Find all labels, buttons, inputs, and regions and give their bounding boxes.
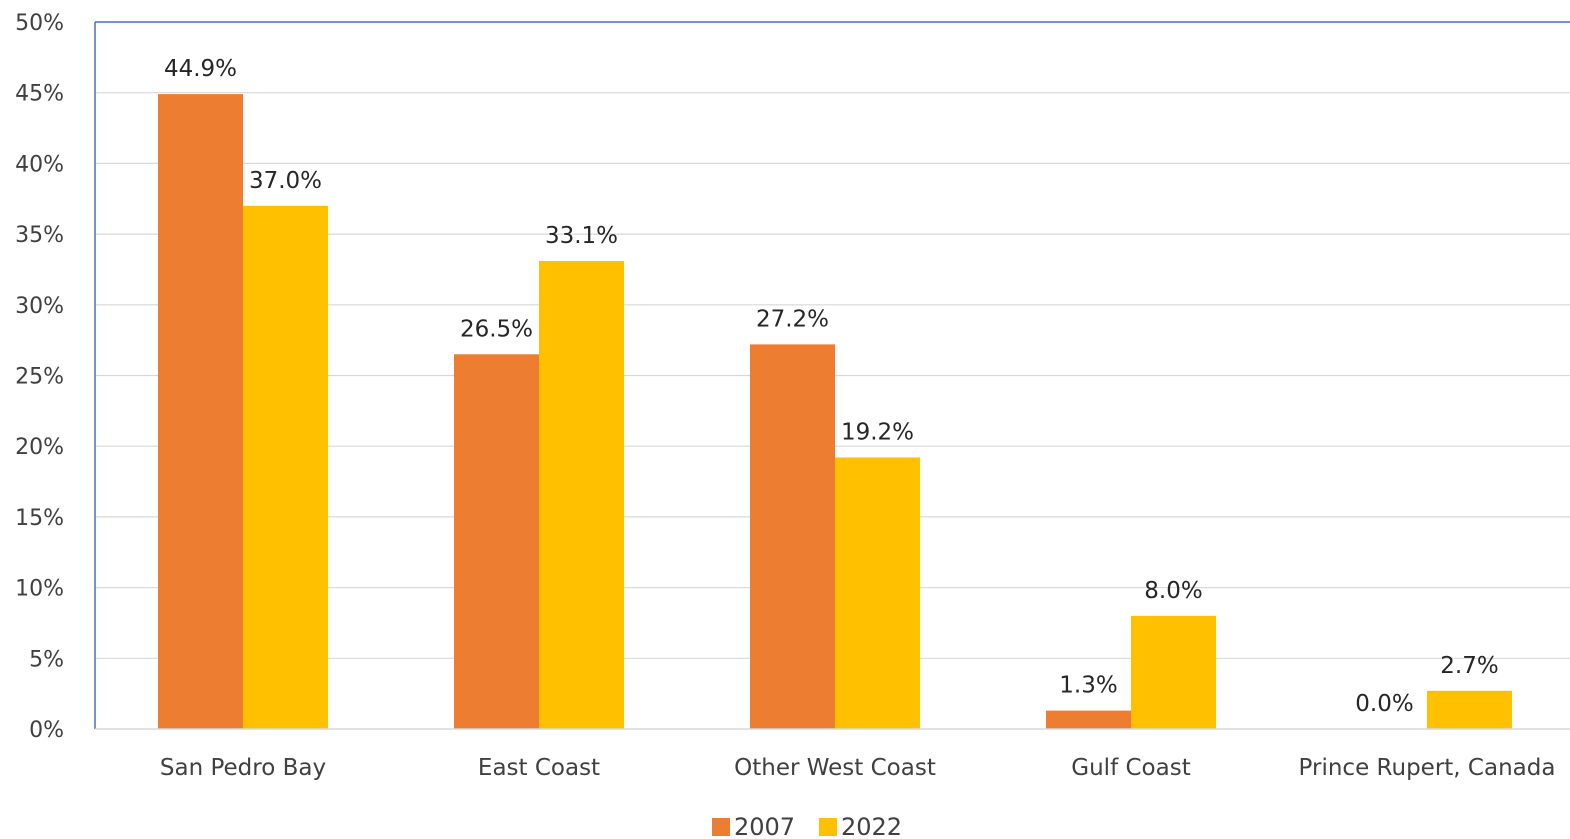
x-category-label: San Pedro Bay [160, 755, 326, 781]
x-category-label: Other West Coast [734, 755, 936, 781]
y-tick-label: 20% [15, 435, 64, 460]
y-tick-label: 0% [29, 718, 64, 743]
y-tick-label: 35% [15, 223, 64, 248]
data-label: 1.3% [1059, 673, 1117, 699]
bar-2007 [1046, 710, 1131, 729]
bar-2007 [454, 354, 539, 729]
y-tick-label: 45% [15, 82, 64, 107]
legend: 2007 2022 [712, 813, 902, 839]
bar-2022 [539, 260, 624, 729]
x-category-label: East Coast [478, 755, 600, 781]
x-category-label: Prince Rupert, Canada [1299, 755, 1556, 781]
data-label: 8.0% [1144, 578, 1202, 604]
y-tick-label: 40% [15, 152, 64, 177]
data-label: 37.0% [249, 168, 322, 194]
legend-label-2007: 2007 [734, 813, 795, 839]
legend-swatch-2007 [712, 818, 730, 836]
data-label: 26.5% [460, 316, 533, 342]
y-tick-label: 5% [29, 647, 64, 672]
y-tick-label: 50% [15, 11, 64, 36]
legend-swatch-2022 [819, 818, 837, 836]
data-label: 33.1% [545, 223, 618, 249]
bar-2007 [750, 344, 835, 729]
bar-2022 [835, 457, 920, 729]
y-tick-label: 30% [15, 294, 64, 319]
legend-label-2022: 2022 [841, 813, 902, 839]
data-label: 27.2% [756, 306, 829, 332]
bars [158, 94, 1512, 729]
data-label: 2.7% [1440, 653, 1498, 679]
data-label: 44.9% [164, 56, 237, 82]
bar-2007 [158, 94, 243, 729]
y-tick-label: 25% [15, 365, 64, 390]
y-axis: 0% 5% 10% 15% 20% 25% 30% 35% 40% 45% 50% [15, 11, 64, 743]
x-axis: San Pedro Bay East Coast Other West Coast G… [95, 728, 1570, 781]
data-label: 19.2% [841, 420, 914, 446]
bar-2022 [243, 205, 328, 729]
bar-2022 [1427, 690, 1512, 729]
y-tick-label: 10% [15, 577, 64, 602]
data-label: 0.0% [1355, 691, 1413, 717]
bar-2022 [1131, 615, 1216, 729]
data-labels: 44.9% 37.0% 26.5% 33.1% 27.2% 19.2% 1.3% 8.0% 0.… [164, 56, 1499, 717]
y-tick-label: 15% [15, 506, 64, 531]
x-category-label: Gulf Coast [1071, 755, 1190, 781]
